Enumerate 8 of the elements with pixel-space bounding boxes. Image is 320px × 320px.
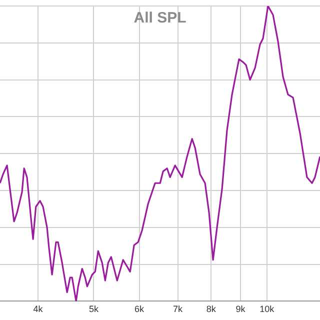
x-tick-label: 9k (236, 304, 246, 314)
x-tick-label: 5k (88, 304, 99, 314)
x-tick-label: 10k (260, 304, 275, 314)
x-tick-label: 6k (134, 304, 145, 314)
chart-title: All SPL (134, 10, 186, 27)
x-tick-label: 7k (173, 304, 184, 314)
x-tick-label: 8k (206, 304, 216, 314)
x-tick-label: 4k (33, 304, 44, 314)
